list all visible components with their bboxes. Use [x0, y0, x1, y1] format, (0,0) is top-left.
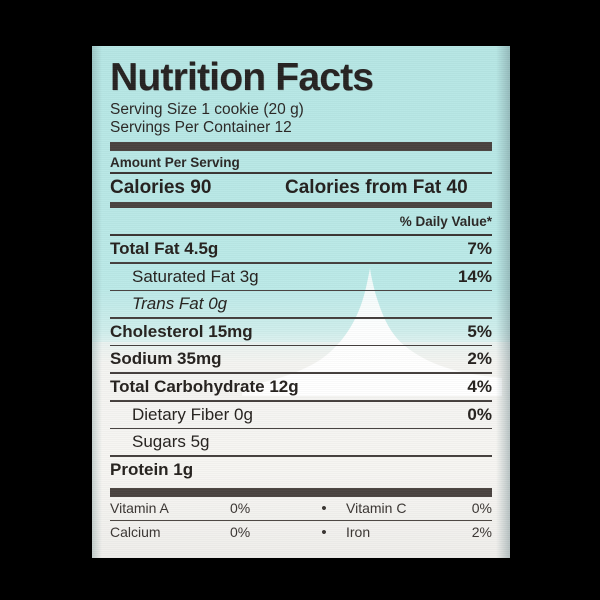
vitamin-right-pct: 0%	[456, 496, 492, 521]
nutrient-name: Total Carbohydrate 12g	[110, 376, 299, 396]
nutrient-row: Protein 1g	[110, 457, 492, 483]
nutrient-percent: 4%	[467, 376, 492, 396]
divider-thick-top	[110, 142, 492, 151]
calories-value: Calories 90	[110, 177, 212, 198]
divider-thick-protein	[110, 487, 492, 497]
divider-rule-dv	[110, 234, 492, 236]
nutrient-row: Total Carbohydrate 12g 4%	[110, 374, 492, 400]
nutrition-facts-label: Nutrition Facts Serving Size 1 cookie (2…	[92, 46, 510, 558]
nutrient-percent: 2%	[467, 349, 492, 369]
nutrient-percent: 7%	[467, 239, 492, 258]
vitamin-row: Calcium 0% • Iron 2%	[110, 520, 492, 544]
divider-rule-nutrient	[110, 427, 492, 430]
vitamin-left-name: Calcium	[110, 523, 161, 540]
divider-rule-amount	[110, 172, 492, 174]
nutrient-row: Sugars 5g	[110, 429, 492, 455]
bullet-separator-icon: •	[302, 496, 346, 521]
vitamin-right-name: Vitamin C	[346, 496, 456, 521]
calories-from-fat-value: Calories from Fat 40	[285, 177, 468, 198]
divider-medium-calories	[110, 202, 492, 208]
divider-rule-nutrient	[110, 289, 492, 292]
divider-rule-nutrient	[110, 372, 492, 374]
nutrient-name: Total Fat 4.5g	[110, 239, 219, 258]
vitamin-left-name: Vitamin A	[110, 496, 230, 521]
facts-content: Nutrition Facts Serving Size 1 cookie (2…	[110, 54, 492, 550]
amount-per-serving-label: Amount Per Serving	[110, 155, 240, 170]
daily-value-header: % Daily Value*	[399, 214, 492, 229]
vitamin-left-pct: 0%	[230, 523, 251, 540]
divider-rule-nutrient	[110, 399, 492, 402]
servings-per-container-text: Servings Per Container 12	[110, 119, 292, 136]
nutrient-row: Saturated Fat 3g 14%	[110, 264, 492, 290]
nutrient-percent: 14%	[457, 266, 492, 286]
calories-row: Calories 90 Calories from Fat 40	[110, 174, 492, 202]
nutrient-name: Trans Fat 0g	[132, 294, 228, 314]
vitamin-row: Vitamin A 0% • Vitamin C 0%	[110, 496, 492, 521]
nutrient-name: Sugars 5g	[132, 432, 210, 452]
divider-rule-nutrient	[110, 344, 492, 347]
nutrient-row: Total Fat 4.5g 7%	[110, 236, 492, 262]
vitamin-left-pct: 0%	[230, 496, 302, 521]
vitamins-table: Vitamin A 0% • Vitamin C 0% Calcium 0% • Iron 2%	[110, 496, 492, 544]
nutrient-row: Sodium 35mg 2%	[110, 346, 492, 372]
nutrient-name: Dietary Fiber 0g	[132, 404, 253, 424]
nutrient-name: Sodium 35mg	[110, 349, 222, 369]
nutrient-row: Trans Fat 0g	[110, 291, 492, 317]
nutrient-name: Saturated Fat 3g	[132, 266, 259, 286]
serving-size-text: Serving Size 1 cookie (20 g)	[110, 101, 304, 118]
nutrient-percent: 5%	[467, 321, 492, 341]
vitamin-right-name: Iron	[346, 523, 371, 540]
nutrient-percent: 0%	[467, 404, 492, 424]
vitamins-rows-container: Vitamin A 0% • Vitamin C 0% Calcium 0% • Iron 2%	[110, 496, 492, 544]
nutrient-row: Dietary Fiber 0g 0%	[110, 402, 492, 428]
divider-rule-nutrient	[110, 455, 492, 457]
bullet-separator-icon: •	[321, 523, 327, 541]
nutrient-rows-container: Total Fat 4.5g 7% Saturated Fat 3g 14% Trans…	[110, 236, 492, 483]
divider-rule-nutrient	[110, 262, 492, 264]
nutrient-name: Protein 1g	[110, 459, 194, 479]
vitamin-right-pct: 2%	[471, 523, 492, 540]
divider-rule-nutrient	[110, 317, 492, 319]
nutrient-row: Cholesterol 15mg 5%	[110, 319, 492, 345]
page-title: Nutrition Facts	[110, 56, 374, 99]
nutrient-name: Cholesterol 15mg	[110, 321, 253, 341]
